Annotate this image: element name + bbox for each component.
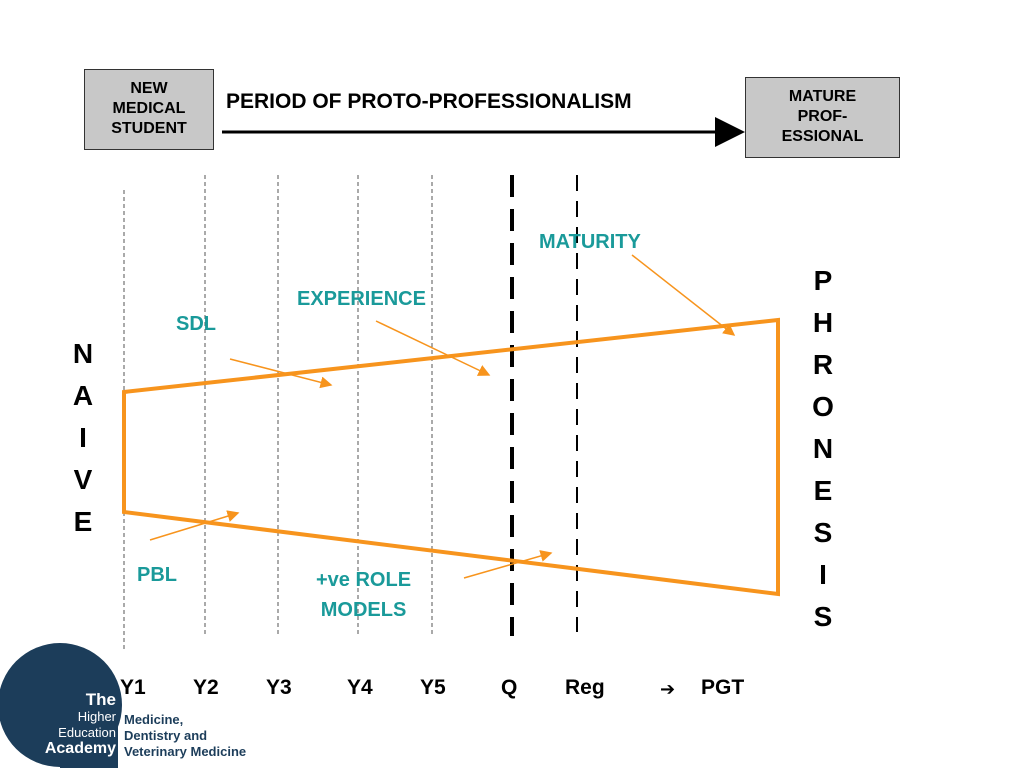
phronesis-letter: P: [813, 265, 833, 296]
axis-label-y4: Y4: [347, 676, 373, 699]
naive-letter: V: [73, 464, 93, 495]
logo-academy: Academy: [44, 740, 116, 757]
label-sdl: SDL: [176, 313, 216, 335]
start-box-line-3: STUDENT: [111, 120, 187, 137]
end-box-line-3: ESSIONAL: [781, 128, 864, 145]
start-box-line-2: MEDICAL: [112, 100, 186, 117]
phronesis-letter: I: [819, 559, 827, 590]
logo-subtitle: Medicine, Dentistry and Veterinary Medic…: [124, 712, 246, 760]
naive-letter: E: [73, 506, 93, 537]
phronesis-vertical-label: P H R O N E S I S: [806, 260, 840, 638]
phronesis-letter: R: [812, 349, 834, 380]
naive-letter: A: [72, 380, 94, 411]
logo-sub-line-2: Dentistry and: [124, 728, 208, 743]
axis-label-y2: Y2: [193, 676, 219, 699]
logo-education: Education: [58, 725, 116, 740]
right-arrow-icon: ➔: [660, 679, 676, 700]
mature-professional-box: MATURE PROF- ESSIONAL: [745, 77, 900, 158]
period-title: PERIOD OF PROTO-PROFESSIONALISM: [226, 90, 632, 113]
end-box-line-2: PROF-: [797, 108, 848, 125]
arrow-role-models: [463, 550, 553, 579]
label-maturity: MATURITY: [539, 231, 641, 253]
label-pbl: PBL: [137, 564, 177, 586]
logo-the: The: [85, 690, 116, 709]
phronesis-letter: S: [813, 517, 833, 548]
label-role-models-line-2: MODELS: [320, 599, 407, 621]
axis-label-y3: Y3: [266, 676, 292, 699]
axis-label-reg: Reg: [565, 676, 605, 699]
phronesis-letter: N: [812, 433, 834, 464]
axis-label-y1: Y1: [120, 676, 146, 699]
logo-sub-line-1: Medicine,: [124, 712, 184, 727]
end-box-line-1: MATURE: [788, 88, 857, 105]
label-experience: EXPERIENCE: [297, 288, 426, 310]
axis-label-pgt: PGT: [701, 676, 745, 699]
arrow-maturity: [631, 254, 736, 336]
label-role-models-line-1: +ve ROLE: [316, 569, 412, 591]
arrow-pbl: [149, 510, 240, 541]
phronesis-letter: E: [813, 475, 833, 506]
phronesis-letter: O: [812, 391, 834, 422]
naive-letter: N: [72, 338, 94, 369]
axis-label-y5: Y5: [420, 676, 446, 699]
development-trapezoid: [122, 317, 780, 597]
naive-letter: I: [79, 422, 87, 453]
arrow-experience: [375, 320, 491, 376]
naive-vertical-label: N A I V E: [66, 333, 100, 543]
label-role-models: +ve ROLE MODELS: [316, 565, 411, 625]
arrow-sdl: [229, 358, 333, 389]
axis-label-q: Q: [501, 676, 518, 699]
start-box-line-1: NEW: [130, 80, 168, 97]
new-medical-student-box: NEW MEDICAL STUDENT: [84, 69, 214, 150]
logo-higher: Higher: [77, 709, 116, 724]
phronesis-letter: H: [812, 307, 834, 338]
phronesis-letter: S: [813, 601, 833, 632]
hea-logo-bar: [60, 712, 118, 768]
logo-sub-line-3: Veterinary Medicine: [124, 744, 247, 759]
